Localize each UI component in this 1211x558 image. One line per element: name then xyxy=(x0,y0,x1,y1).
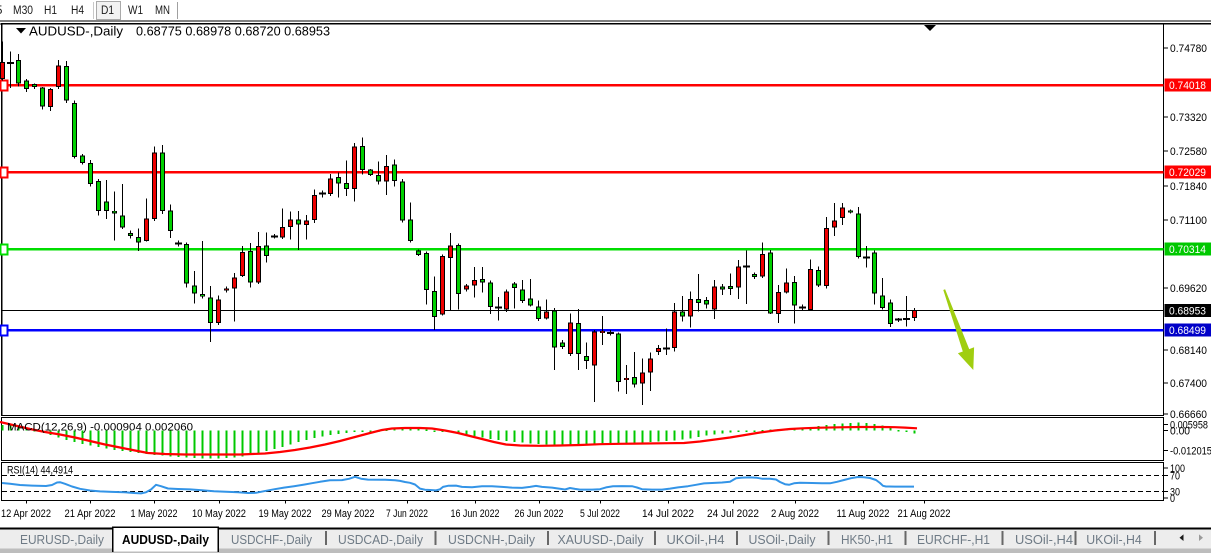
svg-text:0.73320: 0.73320 xyxy=(1170,112,1207,124)
svg-text:0.68499: 0.68499 xyxy=(1169,325,1206,337)
svg-text:D1: D1 xyxy=(101,5,114,17)
svg-text:0.67400: 0.67400 xyxy=(1170,378,1207,390)
svg-text:EURUSD-,Daily: EURUSD-,Daily xyxy=(20,533,105,547)
svg-text:1 May 2022: 1 May 2022 xyxy=(131,508,178,520)
svg-text:0: 0 xyxy=(1170,493,1175,505)
svg-text:USOil-,H4: USOil-,H4 xyxy=(1015,533,1073,547)
svg-text:16 Jun 2022: 16 Jun 2022 xyxy=(451,508,500,520)
svg-text:70: 70 xyxy=(1170,471,1180,483)
svg-text:AUDUSD-,Daily: AUDUSD-,Daily xyxy=(122,533,209,547)
svg-text:MACD(12,26,9) -0.000904 0.0020: MACD(12,26,9) -0.000904 0.002060 xyxy=(7,422,193,434)
svg-text:MN: MN xyxy=(155,5,170,17)
svg-text:0.68140: 0.68140 xyxy=(1170,345,1207,357)
svg-text:5: 5 xyxy=(0,5,2,17)
svg-text:2 Aug 2022: 2 Aug 2022 xyxy=(771,508,819,520)
svg-text:26 Jun 2022: 26 Jun 2022 xyxy=(515,508,564,520)
svg-text:10 May 2022: 10 May 2022 xyxy=(192,508,246,520)
svg-text:0.72029: 0.72029 xyxy=(1169,167,1206,179)
svg-text:0.72580: 0.72580 xyxy=(1170,146,1207,158)
svg-text:H4: H4 xyxy=(71,5,85,17)
svg-text:H1: H1 xyxy=(44,5,57,17)
svg-text:UKOil-,H4: UKOil-,H4 xyxy=(1086,533,1142,547)
svg-text:RSI(14) 44,4914: RSI(14) 44,4914 xyxy=(7,465,73,477)
svg-text:USDCAD-,Daily: USDCAD-,Daily xyxy=(338,533,424,547)
svg-text:12 Apr 2022: 12 Apr 2022 xyxy=(1,508,51,520)
svg-text:0.70314: 0.70314 xyxy=(1169,244,1206,256)
svg-text:M30: M30 xyxy=(13,5,33,17)
svg-text:0.71100: 0.71100 xyxy=(1170,215,1207,227)
svg-text:USDCHF-,Daily: USDCHF-,Daily xyxy=(231,533,313,547)
svg-text:21 Apr 2022: 21 Apr 2022 xyxy=(65,508,116,520)
svg-text:5 Jul 2022: 5 Jul 2022 xyxy=(580,508,620,520)
svg-text:0.68775 0.68978 0.68720 0.6895: 0.68775 0.68978 0.68720 0.68953 xyxy=(136,25,330,39)
svg-text:29 May 2022: 29 May 2022 xyxy=(322,508,375,520)
svg-text:USDCNH-,Daily: USDCNH-,Daily xyxy=(448,533,536,547)
svg-text:HK50-,H1: HK50-,H1 xyxy=(841,533,893,547)
svg-text:0.00: 0.00 xyxy=(1170,426,1190,438)
svg-text:W1: W1 xyxy=(128,5,143,17)
svg-text:XAUUSD-,Daily: XAUUSD-,Daily xyxy=(558,533,645,547)
svg-text:19 May 2022: 19 May 2022 xyxy=(259,508,312,520)
svg-text:0.74018: 0.74018 xyxy=(1169,80,1206,92)
svg-text:0.68953: 0.68953 xyxy=(1169,306,1206,318)
svg-text:21 Aug 2022: 21 Aug 2022 xyxy=(898,508,951,520)
svg-text:7 Jun 2022: 7 Jun 2022 xyxy=(386,508,428,520)
svg-text:AUDUSD-,Daily: AUDUSD-,Daily xyxy=(29,25,124,39)
svg-text:EURCHF-,H1: EURCHF-,H1 xyxy=(917,533,990,547)
svg-text:0.69620: 0.69620 xyxy=(1170,283,1207,295)
svg-text:0.71840: 0.71840 xyxy=(1170,181,1207,193)
svg-text:UKOil-,H4: UKOil-,H4 xyxy=(667,533,725,547)
svg-text:-0.012015: -0.012015 xyxy=(1170,446,1211,458)
svg-text:11 Aug 2022: 11 Aug 2022 xyxy=(837,508,890,520)
svg-text:14 Jul 2022: 14 Jul 2022 xyxy=(642,508,694,520)
svg-text:USOil-,Daily: USOil-,Daily xyxy=(749,533,817,547)
svg-text:0.74780: 0.74780 xyxy=(1170,43,1207,55)
svg-text:24 Jul 2022: 24 Jul 2022 xyxy=(707,508,759,520)
